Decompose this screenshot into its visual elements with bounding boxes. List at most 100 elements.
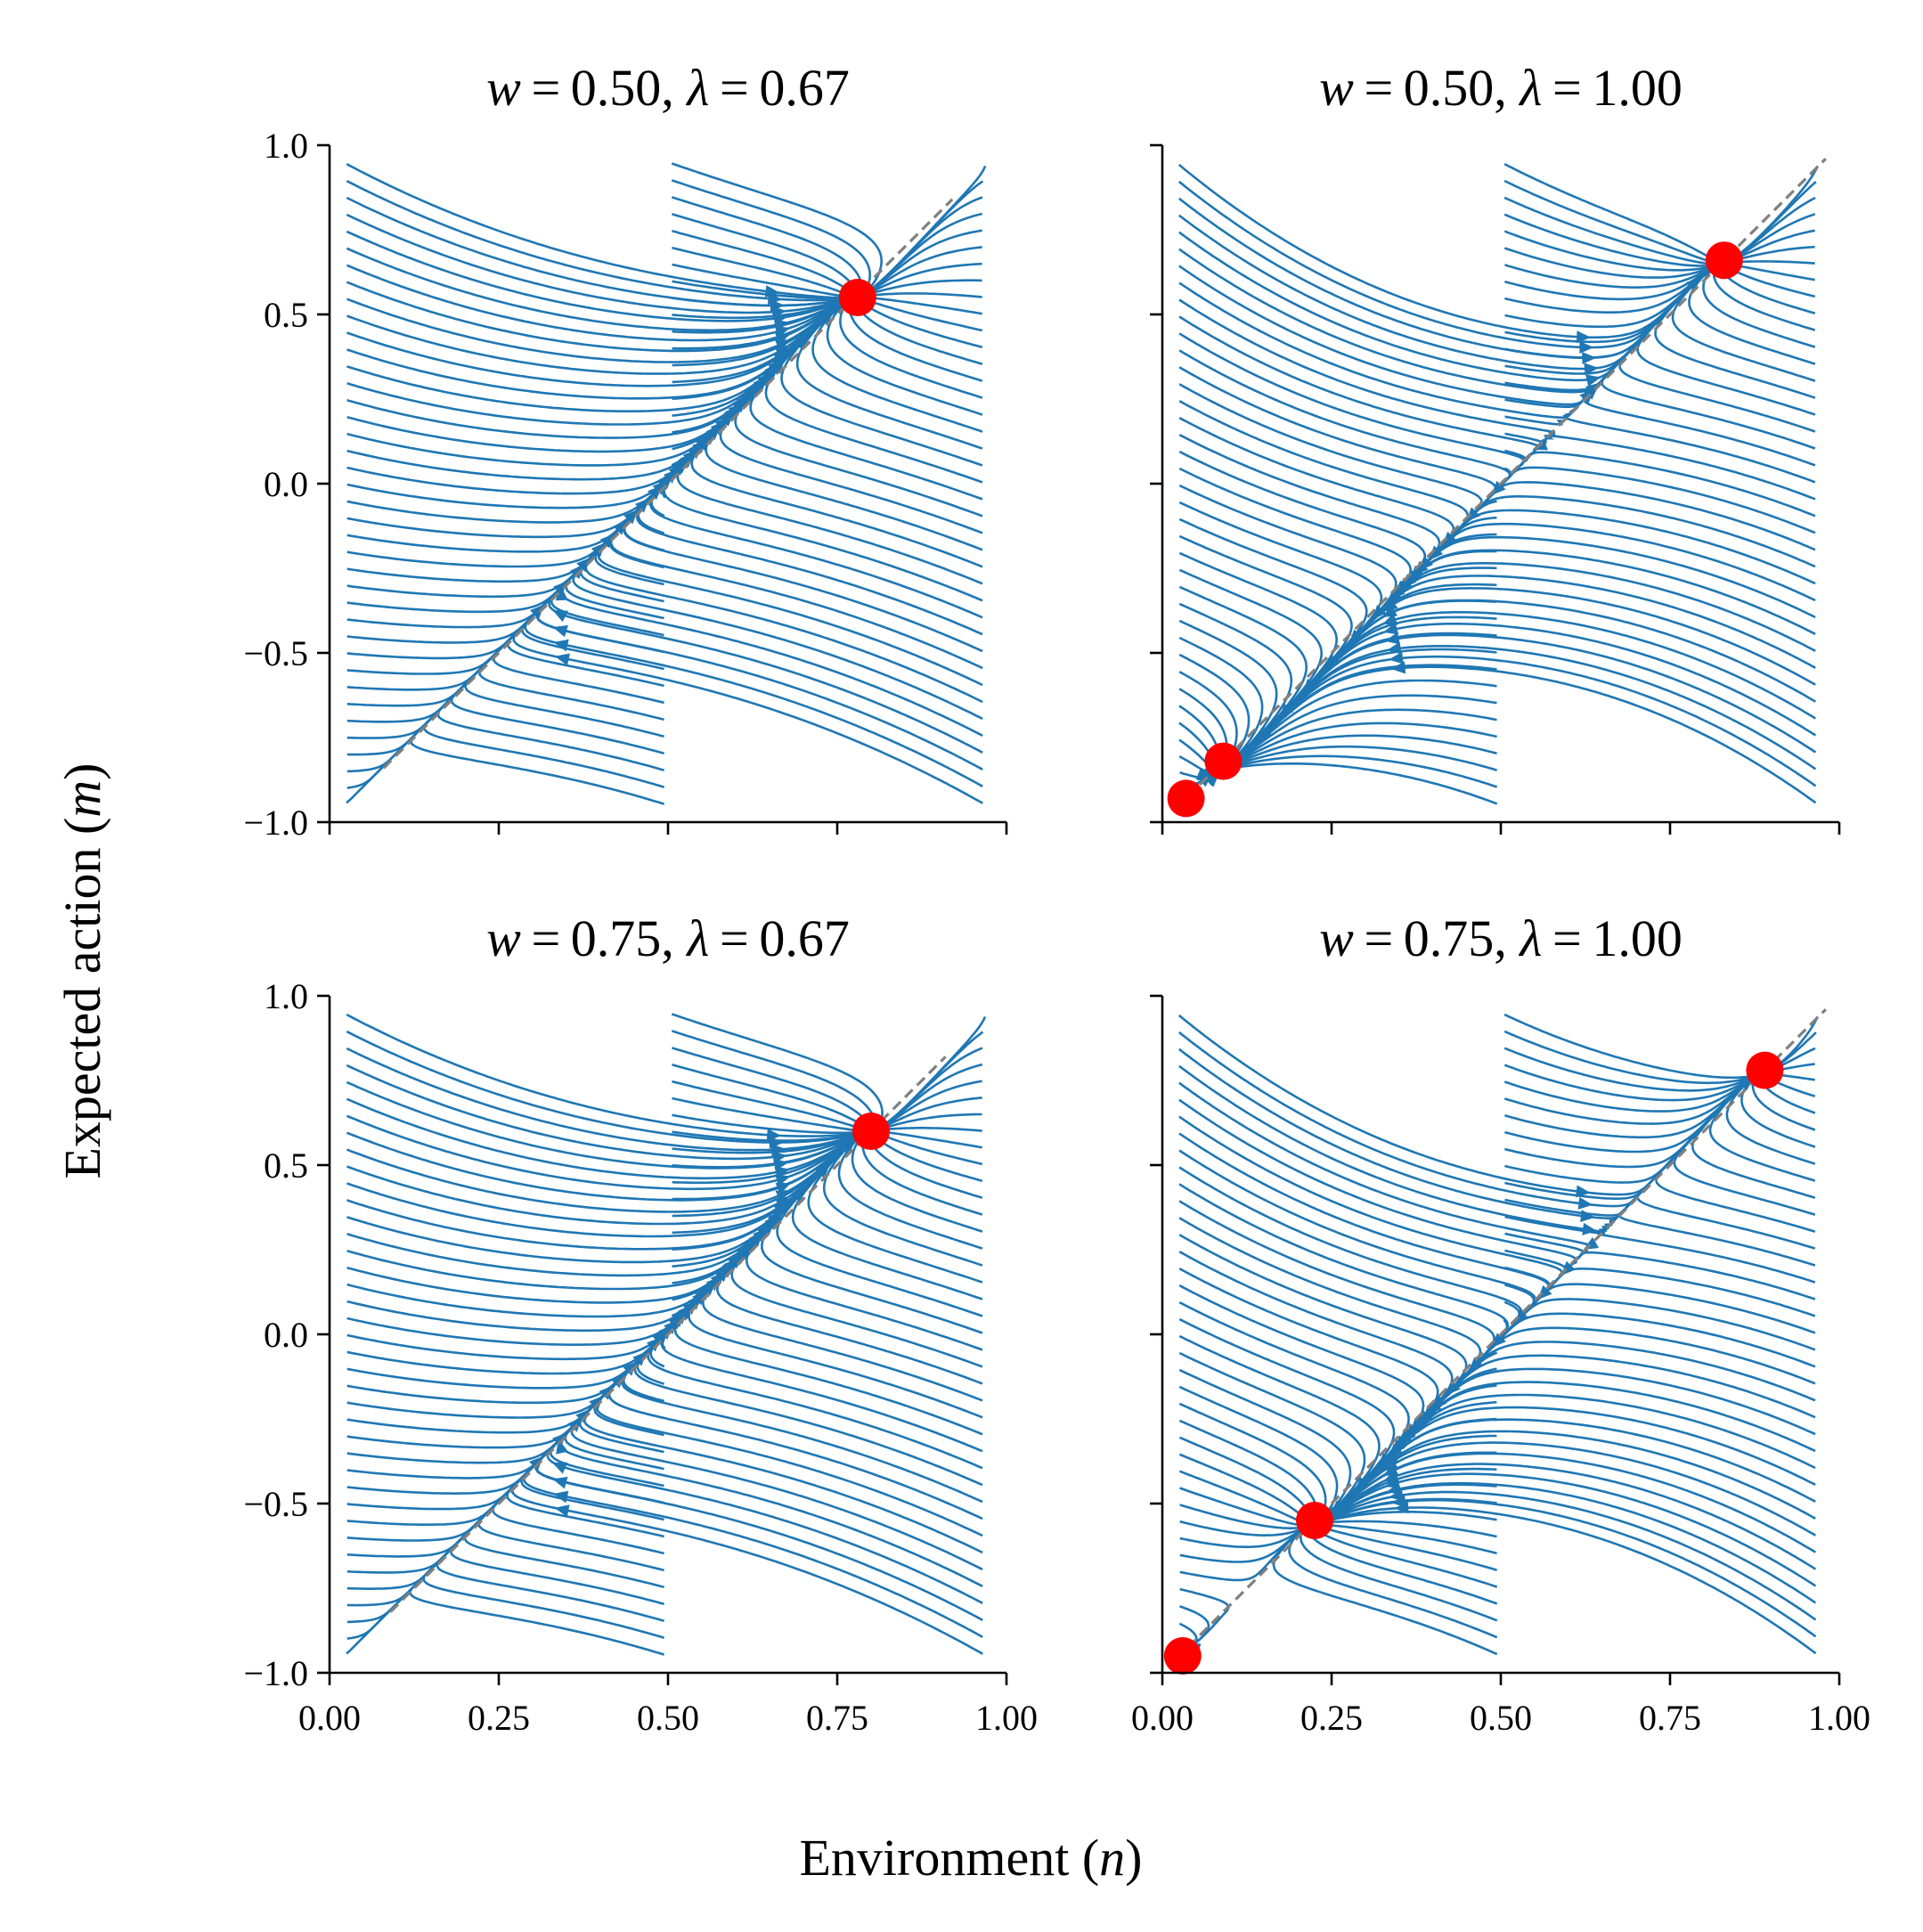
streamline — [346, 1124, 876, 1375]
x-tick-label: 0.25 — [1300, 1698, 1363, 1738]
streamline — [1177, 163, 1724, 339]
fixed-point — [1296, 1502, 1333, 1539]
streamline — [1503, 1030, 1764, 1085]
diagonal-line — [1175, 1008, 1827, 1660]
streamline — [1306, 1506, 1817, 1655]
fixed-point — [838, 279, 876, 316]
stream-arrow — [1579, 341, 1594, 354]
stream-arrow — [1582, 351, 1597, 364]
stream-arrow — [769, 1136, 784, 1149]
stream-arrow — [551, 1462, 568, 1474]
streamline — [1202, 480, 1816, 780]
streamline — [346, 196, 858, 307]
diagonal-line — [389, 1056, 947, 1613]
panels-group: 1.0 0.5 0.0 −0.5 −1.0 w = 0.50, λ = 0.67 w = 0… — [243, 59, 1870, 1738]
y-tick-label: −1.0 — [243, 1653, 308, 1693]
stream-arrow — [1576, 330, 1592, 344]
stream-arrow — [774, 1166, 790, 1179]
streamline — [1306, 1284, 1536, 1528]
y-tick-label: 0.0 — [264, 464, 308, 504]
stream-arrow — [775, 1189, 791, 1202]
stream-arrow — [1577, 1196, 1593, 1210]
x-tick-label: 0.50 — [1470, 1698, 1532, 1738]
streamline — [510, 1211, 983, 1655]
x-tick-label: 1.00 — [1808, 1698, 1870, 1738]
streamline — [520, 296, 860, 671]
panel-4: 0.00 0.25 0.50 0.75 1.00 w = 0.75, λ = 1.00 — [1131, 909, 1870, 1738]
stream-arrow — [774, 345, 790, 358]
y-tick-label: 0.0 — [264, 1315, 308, 1355]
streamline — [1178, 315, 1543, 781]
streamline — [346, 1030, 875, 1144]
streamline — [1288, 1521, 1498, 1639]
streamline — [346, 1114, 874, 1191]
fixed-point — [1705, 241, 1743, 280]
panel-title: w = 0.50, λ = 1.00 — [1319, 59, 1683, 117]
streamline — [672, 280, 859, 300]
streamline — [449, 1129, 875, 1606]
fixed-point — [1163, 1637, 1202, 1675]
stream-arrow — [764, 285, 780, 298]
y-tick-label: 1.0 — [264, 126, 308, 166]
stream-arrow — [1584, 363, 1599, 376]
streamline — [648, 291, 983, 619]
stream-arrow — [1576, 1185, 1591, 1198]
streamline — [1178, 1149, 1537, 1528]
stream-arrow — [1383, 622, 1399, 635]
streamline — [1308, 1354, 1816, 1528]
streamline — [811, 296, 983, 433]
panel-2: w = 0.50, λ = 1.00 — [1150, 59, 1841, 835]
streamline — [1178, 1234, 1468, 1528]
y-tick-label: 1.0 — [264, 976, 308, 1016]
streamline — [1178, 467, 1413, 780]
streamline — [1203, 762, 1498, 805]
x-tick-label: 0.25 — [468, 1698, 530, 1738]
fixed-point — [1746, 1051, 1784, 1089]
panel-title: w = 0.50, λ = 0.67 — [486, 59, 850, 117]
y-tick-label: −1.0 — [243, 803, 308, 843]
y-axis-label: Expected action (m) — [53, 762, 111, 1178]
streamline — [1203, 655, 1817, 787]
panel-title: w = 0.75, λ = 0.67 — [486, 909, 850, 967]
panel-3: 1.0 0.5 0.0 −0.5 −1.0 0.00 0.25 0.50 0.75 1.00 w =… — [243, 909, 1038, 1738]
x-tick-label: 1.00 — [975, 1698, 1038, 1738]
streamline — [1503, 162, 1723, 266]
streamline — [558, 1130, 983, 1588]
x-tick-label: 0.00 — [298, 1698, 361, 1738]
streamline — [1305, 1523, 1498, 1605]
stream-arrow — [772, 1151, 787, 1164]
streamline — [346, 1125, 875, 1640]
fixed-point — [1204, 742, 1243, 780]
y-tick-label: 0.5 — [264, 295, 308, 335]
streamline — [346, 1013, 876, 1137]
streamline — [1503, 1047, 1765, 1092]
streamline — [749, 294, 983, 501]
streamline — [1177, 1031, 1764, 1208]
streamline — [1178, 1470, 1312, 1528]
streamline — [1203, 575, 1816, 781]
x-axis-label: Environment (n) — [800, 1829, 1143, 1887]
fixed-point — [1167, 779, 1205, 818]
streamline — [853, 165, 987, 302]
stream-arrow — [1580, 1210, 1595, 1222]
streamline — [1673, 1069, 1816, 1216]
panel-title: w = 0.75, λ = 1.00 — [1319, 909, 1683, 967]
stream-arrow — [554, 653, 570, 666]
x-tick-label: 0.75 — [806, 1698, 868, 1738]
stream-arrow — [766, 1129, 782, 1142]
y-tick-label: −0.5 — [243, 1484, 308, 1524]
streamlines — [346, 162, 987, 805]
streamline — [346, 1126, 875, 1624]
y-tick-label: −0.5 — [243, 633, 308, 673]
streamline — [1504, 260, 1724, 375]
x-tick-label: 0.00 — [1131, 1698, 1194, 1738]
stream-arrow — [1582, 1222, 1598, 1235]
x-tick-label: 0.50 — [637, 1698, 699, 1738]
streamline — [1178, 400, 1470, 783]
fixed-point — [852, 1113, 890, 1150]
stream-arrow — [555, 585, 568, 601]
panel-1: 1.0 0.5 0.0 −0.5 −1.0 w = 0.50, λ = 0.67 — [243, 59, 1008, 843]
stream-arrow — [770, 1143, 786, 1156]
x-tick-label: 0.75 — [1639, 1698, 1701, 1738]
